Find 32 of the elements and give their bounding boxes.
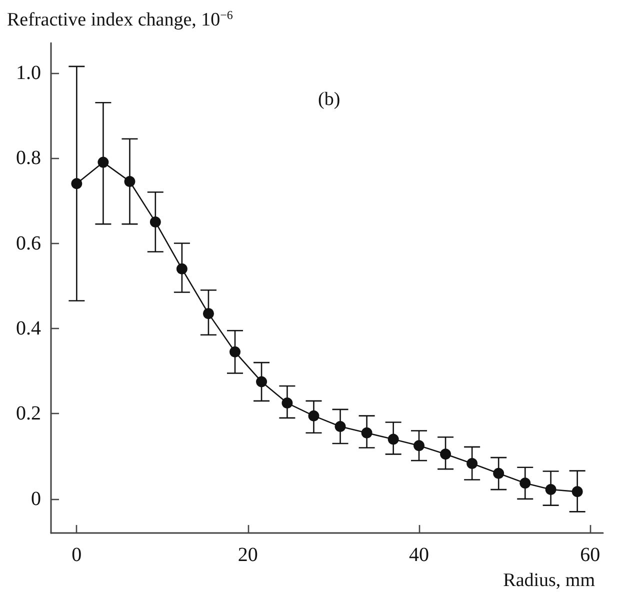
point (493, 468, 504, 479)
point (202, 308, 214, 320)
point (361, 427, 372, 438)
annotation: (b) (318, 89, 340, 110)
y-tick-label: 0 (31, 488, 41, 510)
x-tick-label: 20 (238, 544, 258, 566)
point (334, 420, 346, 432)
point (308, 410, 320, 422)
point (466, 458, 478, 470)
point (98, 156, 109, 168)
point (176, 263, 188, 274)
point (388, 434, 399, 445)
point (440, 448, 452, 460)
point (520, 478, 531, 489)
x-tick-label: 40 (409, 544, 429, 566)
point (230, 346, 240, 358)
point (124, 176, 136, 187)
point (71, 178, 82, 190)
x-axis-title: Radius, mm (503, 570, 596, 591)
y-tick-label: 1.0 (16, 62, 41, 84)
x-tick-label: 60 (580, 544, 600, 566)
y-tick-label: 0.8 (16, 147, 41, 170)
x-tick-label: 0 (72, 544, 82, 566)
y-tick-label: 0.4 (16, 317, 41, 340)
point (282, 398, 293, 409)
point (572, 486, 583, 498)
point (545, 484, 556, 496)
y-tick-label: 0.2 (16, 402, 41, 425)
point (150, 216, 161, 228)
y-tick-label: 0.6 (16, 232, 41, 254)
point (414, 440, 424, 452)
point (256, 376, 268, 388)
